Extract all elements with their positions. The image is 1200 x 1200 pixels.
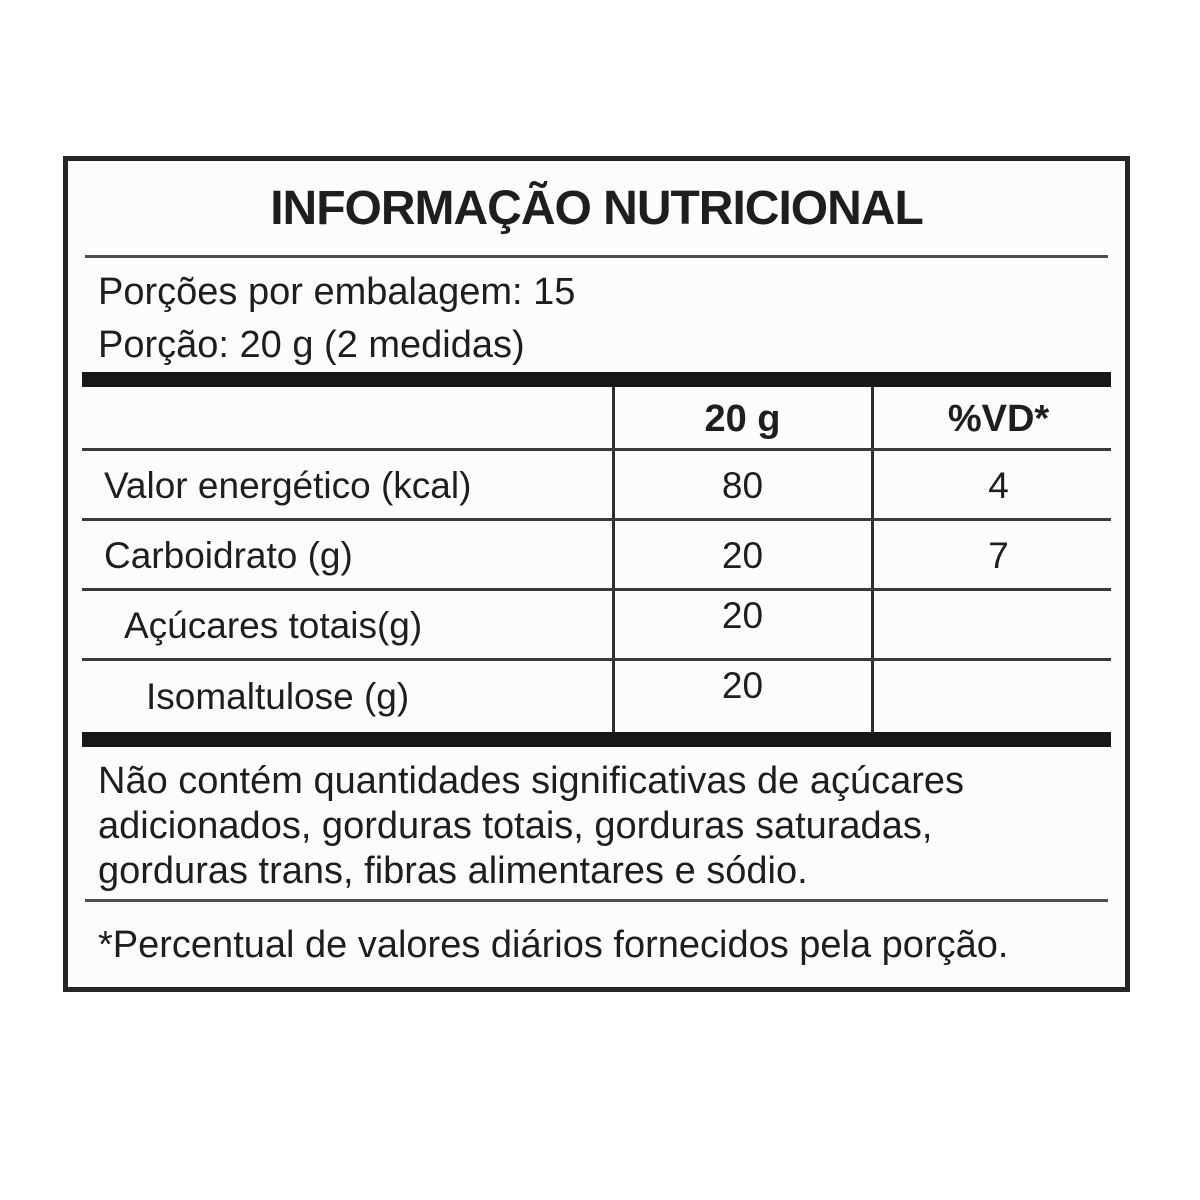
column-divider-dv — [871, 387, 874, 732]
serving-size: Porção: 20 g (2 medidas) — [98, 324, 525, 366]
servings-per-package: Porções por embalagem: 15 — [98, 271, 576, 313]
bottom-separator-bar — [82, 732, 1111, 747]
table-row-total-sugars: Açúcares totais(g) 20 — [68, 591, 1125, 661]
column-divider-amount — [612, 387, 615, 732]
table-header-row: 20 g %VD* — [68, 387, 1125, 451]
table-row-carbohydrate: Carboidrato (g) 20 7 — [68, 521, 1125, 591]
row-dv — [872, 591, 1125, 661]
row-label: Valor energético (kcal) — [104, 465, 472, 506]
footnote-divider — [85, 899, 1108, 902]
serving-info: Porções por embalagem: 15 Porção: 20 g (… — [68, 258, 1125, 372]
nutrition-label: INFORMAÇÃO NUTRICIONAL Porções por embal… — [63, 156, 1130, 992]
row-dv: 7 — [988, 535, 1009, 576]
top-separator-bar — [82, 372, 1111, 387]
table-row-isomaltulose: Isomaltulose (g) 20 — [68, 661, 1125, 732]
column-header-dv: %VD* — [947, 397, 1050, 440]
row-label: Isomaltulose (g) — [146, 675, 410, 717]
row-dv: 4 — [988, 465, 1009, 506]
label-title: INFORMAÇÃO NUTRICIONAL — [270, 181, 924, 235]
row-dv — [872, 661, 1125, 732]
no-significant-amounts-note: Não contém quantidades significativas de… — [98, 760, 965, 892]
title-divider — [85, 255, 1108, 258]
column-header-amount: 20 g — [704, 397, 781, 440]
row-amount: 20 — [721, 595, 764, 636]
column-header-empty — [68, 387, 613, 451]
row-label: Carboidrato (g) — [104, 535, 353, 576]
table-row-energy: Valor energético (kcal) 80 4 — [68, 451, 1125, 521]
row-amount: 80 — [721, 465, 764, 506]
daily-values-footnote: *Percentual de valores diários fornecido… — [98, 924, 1009, 966]
nutrition-table: 20 g %VD* Valor energético (kcal) 80 4 C… — [68, 387, 1125, 732]
row-amount: 20 — [721, 665, 764, 706]
row-label: Açúcares totais(g) — [124, 605, 423, 646]
row-amount: 20 — [721, 535, 764, 576]
